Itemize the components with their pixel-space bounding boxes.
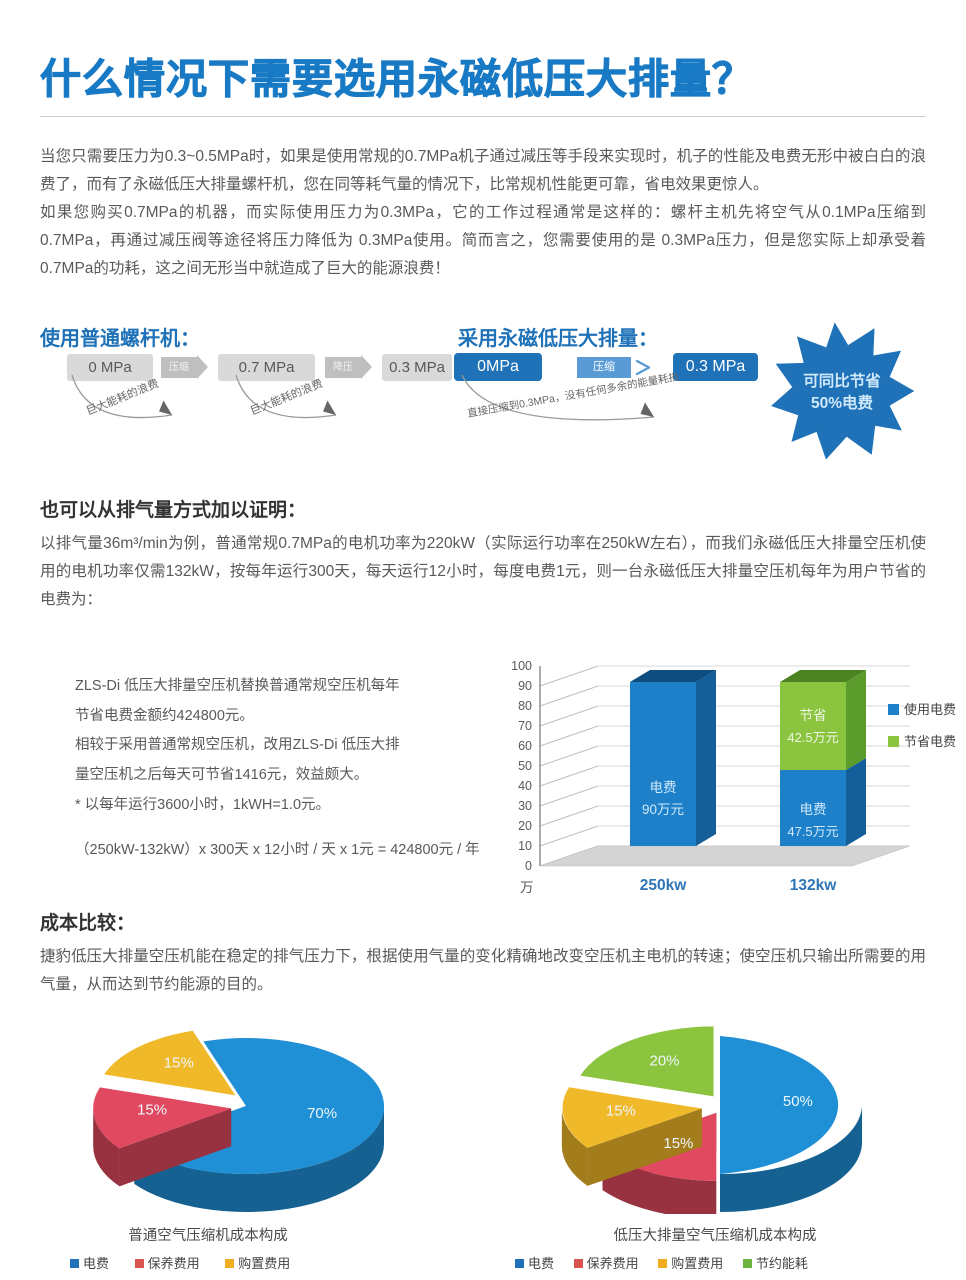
svg-text:15%: 15% (606, 1103, 636, 1120)
svg-text:30: 30 (518, 799, 532, 813)
svg-text:42.5万元: 42.5万元 (787, 730, 838, 745)
svg-text:90万元: 90万元 (642, 802, 684, 817)
svg-text:70%: 70% (307, 1105, 337, 1122)
svg-text:70: 70 (518, 719, 532, 733)
svg-text:节省电费: 节省电费 (904, 734, 956, 749)
svg-text:10: 10 (518, 839, 532, 853)
svg-text:巨大能耗的浪费: 巨大能耗的浪费 (248, 376, 325, 418)
svg-text:15%: 15% (663, 1135, 693, 1152)
svg-text:50: 50 (518, 759, 532, 773)
svg-text:20: 20 (518, 819, 532, 833)
svg-text:15%: 15% (137, 1102, 167, 1119)
svg-text:20%: 20% (649, 1053, 679, 1070)
svg-text:可同比节省: 可同比节省 (803, 371, 881, 390)
svg-text:巨大能耗的浪费: 巨大能耗的浪费 (84, 376, 161, 418)
svg-text:80: 80 (518, 699, 532, 713)
svg-text:节省: 节省 (800, 708, 827, 723)
svg-text:50%电费: 50%电费 (811, 393, 874, 412)
svg-text:15%: 15% (164, 1055, 194, 1072)
svg-text:250kw: 250kw (640, 877, 687, 894)
svg-text:50%: 50% (783, 1093, 813, 1110)
svg-text:60: 60 (518, 739, 532, 753)
svg-text:电费: 电费 (800, 802, 827, 817)
svg-text:132kw: 132kw (790, 877, 837, 894)
svg-text:90: 90 (518, 679, 532, 693)
svg-text:使用电费: 使用电费 (904, 702, 956, 717)
svg-text:电费: 电费 (650, 780, 677, 795)
svg-text:47.5万元: 47.5万元 (787, 824, 838, 839)
svg-text:万: 万 (520, 880, 534, 895)
svg-text:0: 0 (525, 859, 532, 873)
svg-text:40: 40 (518, 779, 532, 793)
svg-text:100: 100 (511, 659, 532, 673)
